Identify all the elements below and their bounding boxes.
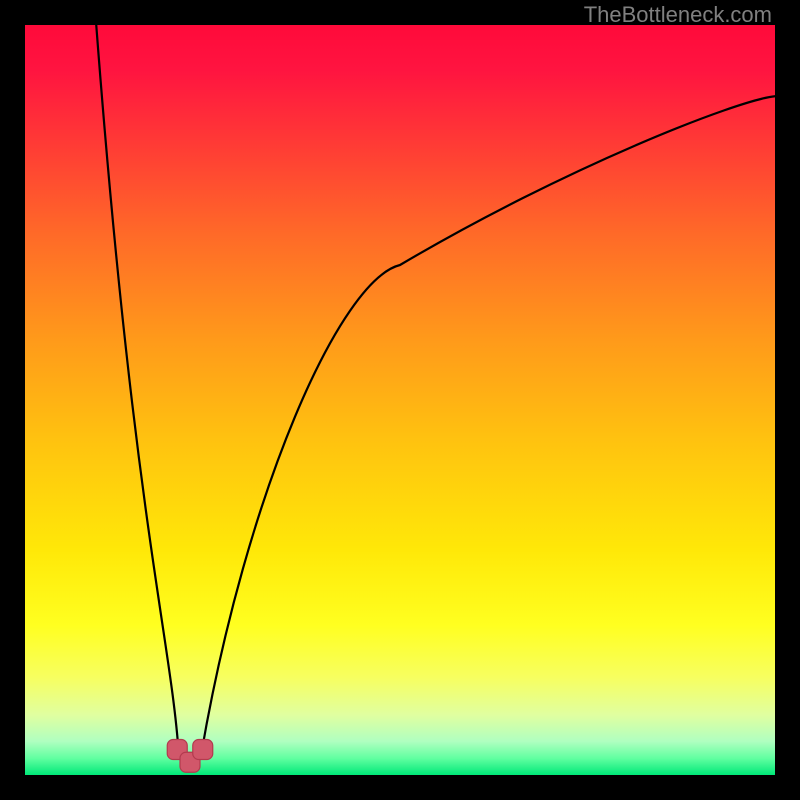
watermark-text: TheBottleneck.com — [584, 2, 772, 28]
optimal-marker — [193, 740, 213, 760]
optimal-zone-markers — [167, 740, 213, 773]
plot-area — [25, 25, 775, 775]
bottleneck-curve-svg — [25, 25, 775, 775]
bottleneck-curve — [96, 25, 775, 758]
